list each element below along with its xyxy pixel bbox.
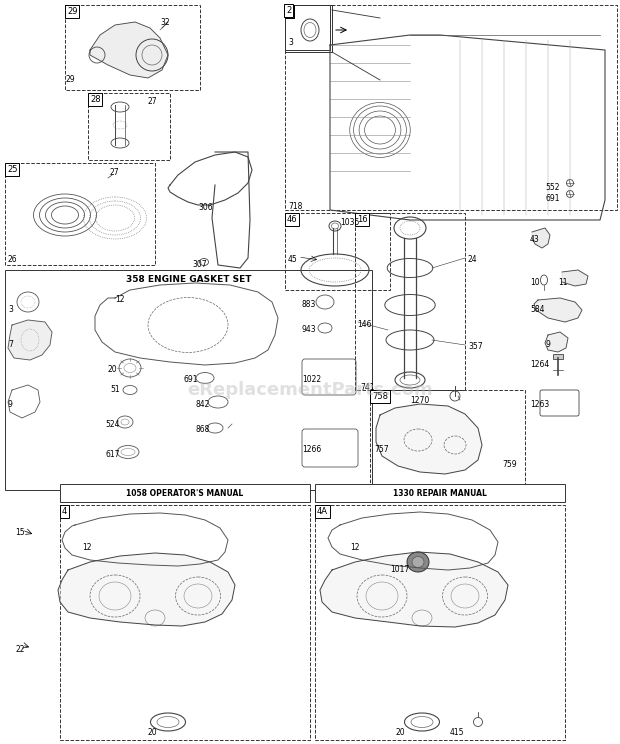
Text: 10: 10 [530, 278, 539, 287]
Text: 1022: 1022 [302, 375, 321, 384]
Text: 741: 741 [360, 383, 374, 392]
Text: 26: 26 [8, 255, 17, 264]
Text: 20: 20 [108, 365, 118, 374]
Text: 25: 25 [7, 165, 17, 174]
Polygon shape [562, 270, 588, 286]
Text: 45: 45 [288, 255, 298, 264]
Bar [355, 213, 465, 390]
Text: 27: 27 [110, 168, 120, 177]
Bar [285, 5, 332, 52]
Text: 9: 9 [8, 400, 13, 409]
Text: 306: 306 [198, 203, 213, 212]
Text: 4: 4 [62, 507, 67, 516]
Text: 46: 46 [287, 215, 298, 224]
Text: 9: 9 [545, 340, 550, 349]
Text: 718: 718 [288, 202, 303, 211]
Text: 22: 22 [15, 645, 25, 654]
Text: 758: 758 [372, 392, 388, 401]
Text: 11: 11 [558, 278, 567, 287]
Text: 12: 12 [350, 543, 360, 552]
Text: 24: 24 [468, 255, 477, 264]
Text: 1263: 1263 [530, 400, 549, 409]
Text: 617: 617 [105, 450, 120, 459]
Polygon shape [534, 298, 582, 322]
Text: 146: 146 [357, 320, 371, 329]
Text: 757: 757 [374, 445, 389, 454]
Text: 12: 12 [115, 295, 125, 304]
Bar [315, 484, 565, 502]
Text: 15: 15 [15, 528, 25, 537]
Bar [370, 390, 525, 490]
Polygon shape [545, 332, 568, 352]
Text: 868: 868 [195, 425, 210, 434]
Text: 20: 20 [148, 728, 157, 737]
Text: 2: 2 [287, 7, 292, 16]
Text: eReplacementParts.com: eReplacementParts.com [187, 381, 433, 399]
Bar [553, 354, 563, 359]
Polygon shape [532, 228, 550, 248]
Text: 28: 28 [90, 95, 100, 104]
Bar [60, 505, 310, 740]
Text: 29: 29 [67, 7, 78, 16]
Bar [285, 5, 617, 210]
Text: 1264: 1264 [530, 360, 549, 369]
Text: 691: 691 [545, 194, 559, 203]
Text: 883: 883 [302, 300, 316, 309]
Text: 524: 524 [105, 420, 120, 429]
Text: 1266: 1266 [302, 445, 321, 454]
Bar [315, 505, 565, 740]
Text: 415: 415 [450, 728, 464, 737]
Text: 3: 3 [8, 305, 13, 314]
Bar [5, 163, 155, 265]
Text: 1: 1 [287, 7, 292, 16]
Text: 1035: 1035 [340, 218, 360, 227]
Ellipse shape [407, 552, 429, 572]
Bar [88, 93, 170, 160]
Polygon shape [58, 553, 235, 626]
Text: 32: 32 [160, 18, 170, 27]
Text: 43: 43 [530, 235, 540, 244]
Text: 1330 REPAIR MANUAL: 1330 REPAIR MANUAL [393, 489, 487, 498]
Text: 584: 584 [530, 305, 544, 314]
Text: 759: 759 [502, 460, 516, 469]
Text: 12: 12 [82, 543, 92, 552]
Bar [65, 5, 200, 90]
Text: 4A: 4A [317, 507, 328, 516]
Bar [60, 484, 310, 502]
Text: 552: 552 [545, 183, 559, 192]
Text: 2: 2 [286, 6, 291, 15]
Bar [285, 5, 330, 50]
Ellipse shape [412, 557, 424, 568]
Bar [5, 270, 372, 490]
Text: 51: 51 [110, 385, 120, 394]
Text: 842: 842 [195, 400, 210, 409]
Text: 358 ENGINE GASKET SET: 358 ENGINE GASKET SET [126, 275, 251, 283]
Polygon shape [90, 22, 168, 78]
Text: 27: 27 [148, 97, 157, 106]
Text: 1017: 1017 [390, 565, 409, 574]
Polygon shape [376, 404, 482, 474]
Polygon shape [8, 320, 52, 360]
Polygon shape [320, 552, 508, 627]
Text: 1058 OPERATOR'S MANUAL: 1058 OPERATOR'S MANUAL [126, 489, 244, 498]
Text: 16: 16 [357, 215, 368, 224]
Text: 1270: 1270 [410, 396, 429, 405]
Text: 29: 29 [66, 75, 76, 84]
Text: 943: 943 [302, 325, 317, 334]
Text: 691: 691 [183, 375, 198, 384]
Text: 357: 357 [468, 342, 482, 351]
Text: 307: 307 [192, 260, 206, 269]
Text: 7: 7 [8, 340, 13, 349]
Bar [285, 213, 390, 290]
Text: 3: 3 [288, 38, 293, 47]
Text: 20: 20 [395, 728, 405, 737]
